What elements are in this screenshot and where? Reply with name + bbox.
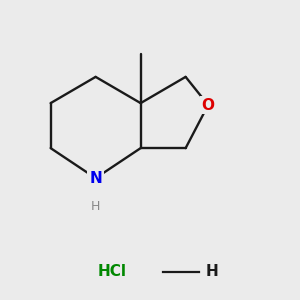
Text: H: H bbox=[91, 200, 100, 213]
Text: N: N bbox=[89, 171, 102, 186]
Text: HCl: HCl bbox=[98, 264, 127, 279]
Text: H: H bbox=[206, 264, 218, 279]
Text: O: O bbox=[202, 98, 214, 112]
